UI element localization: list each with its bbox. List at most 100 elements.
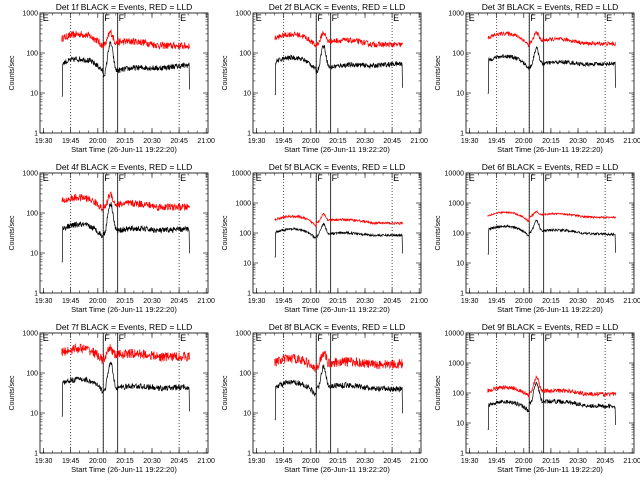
x-tick-label: 20:00 (89, 138, 107, 145)
interval-flag: E (256, 173, 262, 183)
x-tick-label: 19:45 (275, 458, 293, 465)
lld-series-line (61, 191, 191, 212)
panel-title: Det 4f BLACK = Events, RED = LLD (56, 162, 193, 172)
x-axis-label: Start Time (26-Jun-11 19:22:20) (71, 465, 177, 474)
y-tick-label: 100 (452, 51, 464, 58)
x-tick-label: 20:15 (329, 458, 347, 465)
x-tick-label: 21:00 (410, 298, 428, 305)
x-axis-label: Start Time (26-Jun-11 19:22:20) (497, 305, 603, 314)
y-tick-label: 100 (26, 211, 38, 218)
x-tick-label: 20:45 (596, 298, 614, 305)
interval-flag: F (317, 333, 323, 343)
panel-title: Det 1f BLACK = Events, RED = LLD (56, 2, 193, 12)
plot-frame (39, 172, 209, 294)
x-tick-label: 20:30 (356, 458, 374, 465)
x-tick-label: 19:30 (248, 458, 266, 465)
y-axis-label: Counts/sec (222, 375, 229, 411)
interval-flag: E (180, 173, 186, 183)
y-tick-label: 1000 (448, 361, 464, 368)
x-tick-label: 20:30 (569, 298, 587, 305)
y-axis-label: Counts/sec (222, 55, 229, 91)
interval-flag: F (332, 13, 338, 23)
x-tick-label: 19:45 (62, 458, 80, 465)
x-axis-label: Start Time (26-Jun-11 19:22:20) (497, 465, 603, 474)
x-tick-label: 20:00 (89, 458, 107, 465)
x-tick-label: 20:15 (116, 138, 134, 145)
x-tick-label: 20:15 (542, 458, 560, 465)
interval-flag: F (530, 13, 536, 23)
y-axis-label: Counts/sec (435, 55, 442, 91)
panel-title: Det 6f BLACK = Events, RED = LLD (482, 162, 619, 172)
x-axis-label: Start Time (26-Jun-11 19:22:20) (497, 145, 603, 154)
events-series-line (487, 381, 616, 431)
y-tick-label: 100 (26, 371, 38, 378)
events-series-line (487, 219, 616, 255)
y-axis-label: Counts/sec (435, 375, 442, 411)
lld-series-line (274, 30, 404, 49)
y-tick-label: 100 (26, 51, 38, 58)
x-tick-label: 20:30 (569, 458, 587, 465)
x-tick-label: 20:15 (116, 298, 134, 305)
x-tick-label: 20:45 (383, 138, 401, 145)
panel-4: Det 4f BLACK = Events, RED = LLD 1 10 100 10… (9, 162, 215, 314)
panel-9: Det 9f BLACK = Events, RED = LLD 1 10 100 10… (435, 322, 640, 474)
x-tick-label: 20:00 (302, 138, 320, 145)
interval-flag: E (469, 13, 475, 23)
y-tick-label: 1 (247, 131, 251, 138)
y-axis-label: Counts/sec (9, 375, 16, 411)
interval-flag: E (606, 333, 612, 343)
x-tick-label: 20:30 (143, 298, 161, 305)
x-axis-label: Start Time (26-Jun-11 19:22:20) (284, 305, 390, 314)
x-tick-label: 20:00 (515, 138, 533, 145)
x-axis-label: Start Time (26-Jun-11 19:22:20) (71, 145, 177, 154)
x-tick-label: 20:00 (515, 458, 533, 465)
y-tick-label: 10 (30, 251, 38, 258)
interval-flag: E (393, 333, 399, 343)
x-tick-label: 21:00 (623, 458, 640, 465)
x-tick-label: 20:00 (89, 298, 107, 305)
plot-frame (39, 12, 209, 134)
interval-flag: F (545, 13, 551, 23)
interval-flag: E (180, 13, 186, 23)
x-tick-label: 20:45 (170, 138, 188, 145)
interval-flag: E (256, 13, 262, 23)
x-tick-label: 19:30 (248, 298, 266, 305)
y-tick-label: 100 (452, 391, 464, 398)
interval-flag: F (119, 13, 125, 23)
y-tick-label: 100 (239, 371, 251, 378)
interval-flag: F (530, 333, 536, 343)
y-tick-label: 1 (247, 451, 251, 458)
panel-6: Det 6f BLACK = Events, RED = LLD 1 10 100 10… (435, 162, 640, 314)
x-tick-label: 19:45 (275, 138, 293, 145)
x-tick-label: 20:30 (356, 298, 374, 305)
y-tick-label: 1 (34, 451, 38, 458)
y-tick-label: 10 (456, 421, 464, 428)
y-tick-label: 100 (239, 51, 251, 58)
x-tick-label: 20:15 (329, 138, 347, 145)
y-tick-label: 1000 (448, 201, 464, 208)
y-tick-label: 10 (456, 91, 464, 98)
events-series-line (274, 222, 403, 258)
x-tick-label: 21:00 (623, 298, 640, 305)
y-tick-label: 10 (456, 261, 464, 268)
panel-1: Det 1f BLACK = Events, RED = LLD 1 10 100 10… (9, 2, 215, 154)
panel-title: Det 9f BLACK = Events, RED = LLD (482, 322, 619, 332)
events-series-line (274, 44, 403, 96)
x-tick-label: 20:15 (116, 458, 134, 465)
x-tick-label: 19:45 (488, 298, 506, 305)
interval-flag: F (530, 173, 536, 183)
y-tick-label: 1 (460, 451, 464, 458)
panel-7: Det 7f BLACK = Events, RED = LLD 1 10 100 10… (9, 322, 215, 474)
panel-3: Det 3f BLACK = Events, RED = LLD 1 10 100 10… (435, 2, 640, 154)
x-tick-label: 20:15 (542, 298, 560, 305)
y-tick-label: 1000 (235, 331, 251, 338)
plot-frame (465, 12, 635, 134)
plot-frame (39, 332, 209, 454)
plot-frame (252, 332, 422, 454)
lld-series-line (274, 213, 404, 228)
interval-flag: F (104, 333, 110, 343)
interval-flag: E (469, 173, 475, 183)
interval-flag: F (317, 13, 323, 23)
x-tick-label: 20:00 (515, 298, 533, 305)
y-tick-label: 100 (239, 231, 251, 238)
